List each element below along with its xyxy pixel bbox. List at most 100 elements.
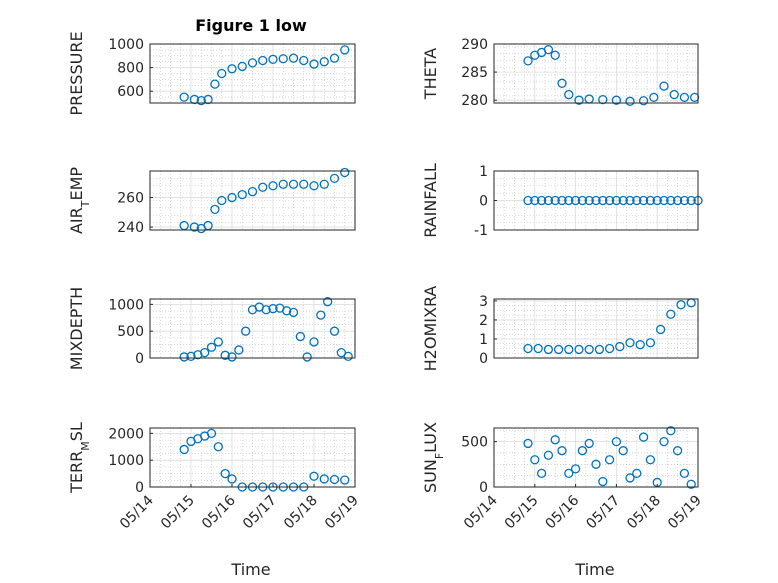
subplot-theta: 280 285 290 THETA (421, 37, 700, 109)
data-point (625, 473, 635, 483)
y-axis-label: MIXDEPTH (67, 287, 86, 370)
data-point (672, 446, 683, 456)
y-tick-label: -1 (474, 223, 488, 239)
data-point (666, 195, 676, 206)
data-point (645, 195, 656, 206)
data-point (179, 220, 189, 231)
x-axis-label-left: Time (230, 560, 270, 579)
data-point (645, 455, 656, 465)
data-point (258, 55, 268, 66)
y-tick-label: 0 (479, 351, 488, 367)
data-point (530, 195, 540, 206)
data-point (282, 306, 292, 316)
data-point (533, 343, 543, 354)
data-point (625, 96, 635, 106)
data-point (523, 438, 533, 449)
data-point (278, 179, 288, 189)
data-point (686, 195, 696, 206)
axes-box (493, 298, 699, 359)
x-tick-label: 05/19 (665, 493, 705, 533)
figure-title: Figure 1 low (195, 16, 307, 35)
data-point (611, 195, 622, 206)
y-axis-label: THETA (421, 48, 440, 100)
data-point (268, 181, 278, 191)
data-point (530, 455, 540, 465)
y-tick-label: 1000 (108, 453, 144, 469)
data-point (217, 195, 227, 206)
data-point (340, 475, 350, 485)
data-point (309, 337, 319, 347)
x-tick-label: 05/16 (543, 492, 583, 532)
subplot-mixdepth: 0 500 1000 MIXDEPTH (67, 287, 356, 370)
data-point (217, 68, 227, 79)
data-point (543, 44, 554, 55)
data-point (652, 195, 662, 206)
data-point (564, 468, 574, 479)
data-point (666, 426, 676, 436)
data-point (189, 222, 200, 232)
y-tick-label: 0 (479, 194, 488, 210)
data-point (329, 53, 340, 63)
x-tick-label: 05/14 (461, 492, 501, 532)
y-tick-label: 0 (135, 351, 144, 367)
data-point (309, 471, 319, 481)
data-point (679, 92, 690, 103)
data-point (227, 192, 237, 203)
data-point (638, 195, 649, 206)
data-point (669, 89, 679, 100)
data-point (258, 182, 268, 192)
y-tick-label: 2000 (108, 426, 144, 442)
x-tick-label: 05/18 (624, 493, 664, 533)
y-tick-label: 0 (135, 480, 144, 496)
data-point (645, 338, 656, 348)
data-point (570, 464, 581, 474)
y-tick-label: 1 (479, 164, 488, 180)
subplot-h2omixra: 0 1 2 3 H2OMIXRA (421, 286, 699, 371)
data-point (659, 81, 669, 91)
data-point (679, 468, 690, 479)
x-tick-label: 05/18 (281, 493, 321, 533)
data-point (659, 195, 669, 206)
data-point (574, 344, 584, 355)
y-tick-label: 260 (117, 191, 144, 207)
data-point (179, 352, 189, 362)
axes-box (149, 43, 356, 104)
data-point (309, 59, 319, 69)
data-point (638, 96, 649, 106)
data-point (557, 78, 567, 88)
data-point (234, 345, 244, 355)
data-point (618, 446, 628, 456)
y-tick-label: 1000 (108, 37, 144, 53)
data-point (340, 167, 350, 178)
data-point (186, 351, 196, 362)
data-point (676, 300, 686, 310)
data-point (598, 476, 608, 487)
data-point (550, 50, 560, 60)
y-tick-label: 285 (461, 65, 488, 81)
data-point (584, 195, 594, 206)
axes-box (493, 427, 699, 488)
data-point (288, 179, 299, 189)
y-tick-label: 500 (117, 324, 144, 340)
data-point (598, 195, 608, 206)
data-point (638, 432, 649, 442)
data-point (227, 352, 237, 362)
data-point (179, 444, 189, 455)
data-point (196, 95, 206, 106)
data-point (591, 459, 601, 469)
data-point (666, 309, 676, 319)
data-point (210, 204, 220, 215)
data-point (213, 337, 223, 347)
y-axis-label: AIRTEMP (67, 167, 92, 234)
axes-box (493, 170, 699, 231)
data-point (655, 324, 666, 335)
y-tick-label: 0 (479, 480, 488, 496)
data-point (237, 189, 247, 200)
data-point (604, 343, 615, 354)
data-point (220, 468, 230, 479)
subplot-rainfall: -1 0 1 RAINFALL (421, 163, 703, 239)
y-axis-label: SUNFLUX (421, 422, 446, 493)
axes-box (149, 298, 356, 359)
data-point (550, 195, 560, 206)
data-point (635, 340, 645, 350)
